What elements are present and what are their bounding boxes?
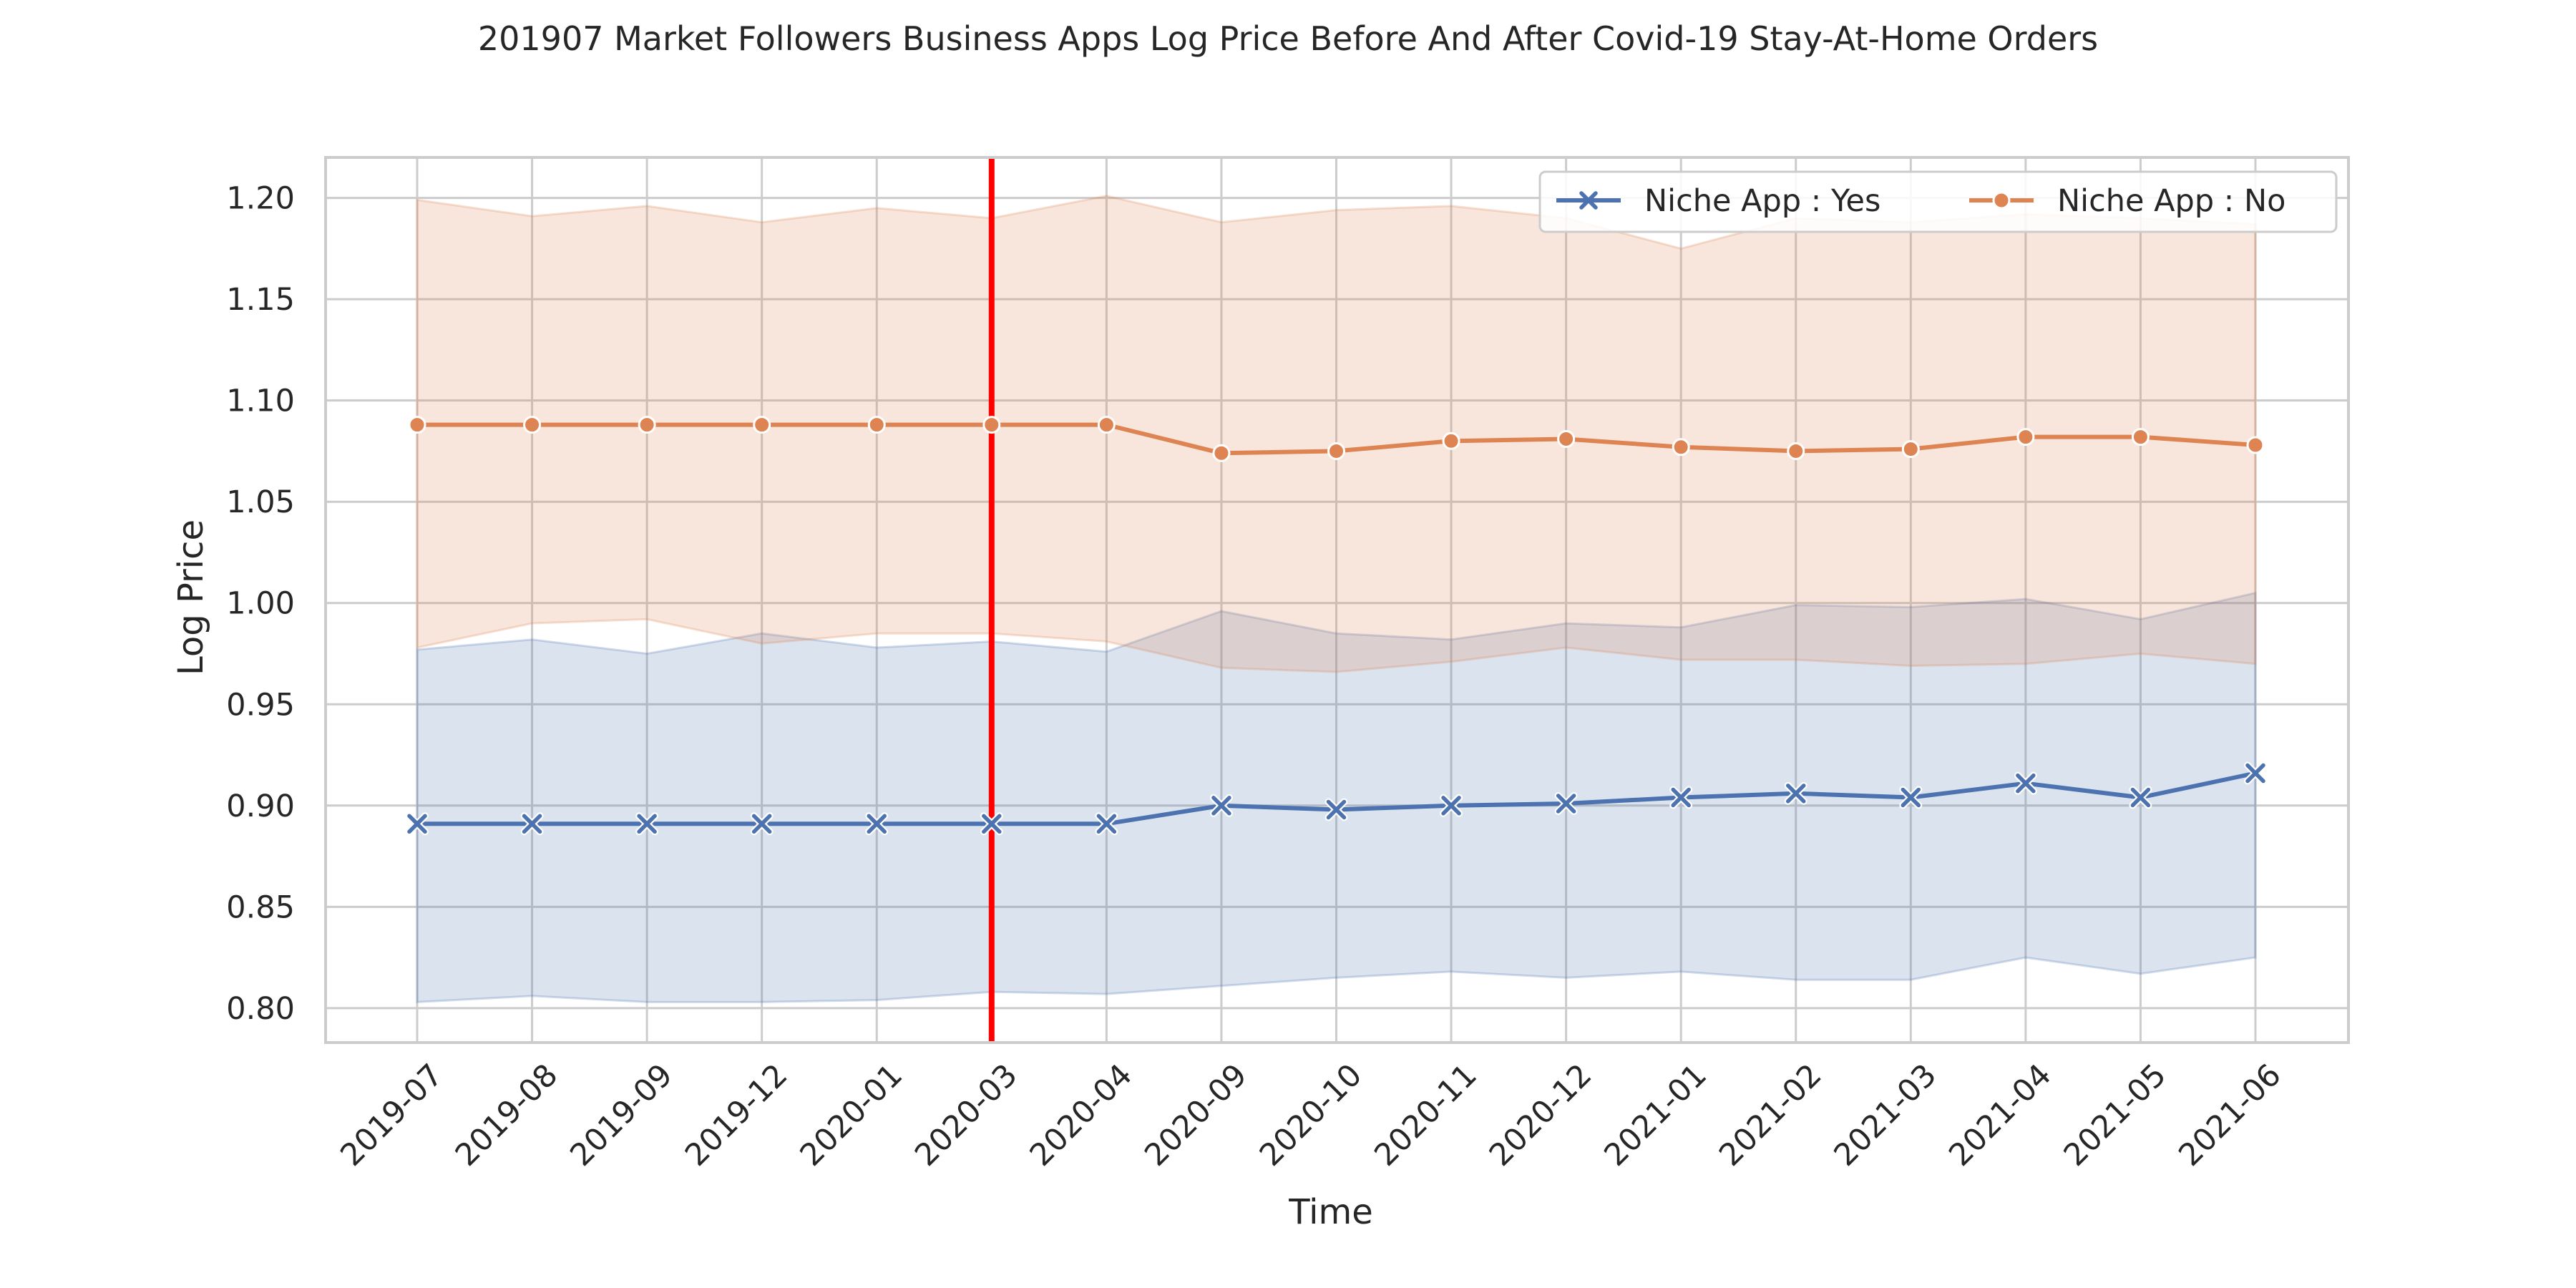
marker-stroke	[1901, 787, 1921, 808]
data-point	[2131, 428, 2150, 447]
marker-stroke	[407, 814, 427, 834]
marker-stroke	[1211, 796, 1231, 816]
data-point	[638, 416, 656, 434]
data-point	[1784, 781, 1807, 805]
marker-stroke	[751, 814, 772, 834]
y-tick-label: 1.20	[226, 181, 295, 217]
data-point	[1899, 786, 1923, 809]
data-point	[982, 416, 1001, 434]
marker-stroke	[1326, 799, 1347, 820]
data-point	[1557, 429, 1576, 448]
data-point	[408, 416, 426, 434]
data-point	[1209, 794, 1233, 817]
y-tick-label: 1.05	[226, 484, 295, 520]
plot-frame	[324, 156, 2350, 1044]
y-tick-label: 0.85	[226, 889, 295, 925]
data-point	[865, 812, 889, 836]
data-point	[1787, 441, 1805, 460]
y-tick-label: 0.95	[226, 687, 295, 723]
marker-stroke	[522, 814, 542, 834]
chart-title: 201907 Market Followers Business Apps Lo…	[478, 19, 2098, 58]
y-tick-label: 1.00	[226, 586, 295, 622]
legend-label: Niche App : Yes	[1644, 183, 1880, 219]
data-point	[1442, 431, 1460, 450]
marker-stroke	[867, 814, 887, 834]
data-point	[867, 416, 886, 434]
data-point	[1095, 812, 1118, 836]
marker-stroke	[1556, 794, 1576, 814]
data-point	[753, 416, 771, 434]
legend: Niche App : Yes Niche App : No	[1538, 170, 2338, 233]
data-point	[980, 812, 1003, 836]
marker-stroke	[1786, 784, 1806, 804]
marker-stroke	[2130, 787, 2151, 808]
legend-marker	[1992, 191, 2011, 210]
marker-stroke	[637, 814, 657, 834]
marker-stroke	[1671, 787, 1691, 808]
data-point	[1554, 791, 1578, 815]
data-point	[2244, 761, 2267, 785]
data-point	[520, 812, 544, 836]
data-point	[1672, 438, 1690, 457]
series-markers	[406, 416, 2267, 836]
y-axis-ticks: 0.80 0.85 0.90 0.95 1.00 1.05 1.10 1.15 1.20	[226, 181, 295, 1027]
data-point	[2014, 771, 2037, 795]
confidence-bands	[416, 195, 2257, 1003]
data-point	[1669, 786, 1693, 809]
data-point	[1327, 441, 1345, 460]
data-point	[1097, 416, 1116, 434]
data-point	[1440, 794, 1463, 817]
y-tick-label: 0.80	[226, 991, 295, 1027]
legend-box	[1538, 170, 2338, 233]
marker-stroke	[2016, 773, 2036, 794]
data-point	[1212, 444, 1231, 462]
marker-stroke	[1096, 814, 1117, 834]
data-point	[2016, 428, 2035, 447]
data-point	[750, 812, 774, 836]
data-point	[523, 416, 542, 434]
marker-stroke	[2245, 763, 2265, 784]
y-tick-label: 1.10	[226, 384, 295, 419]
data-point	[1901, 440, 1920, 459]
y-tick-label: 1.15	[226, 282, 295, 318]
data-point	[406, 812, 429, 836]
data-point	[2129, 786, 2152, 809]
y-tick-label: 0.90	[226, 789, 295, 824]
marker-stroke	[982, 814, 1002, 834]
legend-label: Niche App : No	[2057, 183, 2285, 219]
legend-marker	[1579, 191, 1598, 210]
y-axis-label: Log Price	[171, 519, 211, 675]
data-point	[635, 812, 659, 836]
x-axis-label: Time	[1288, 1192, 1372, 1232]
confidence-band	[416, 591, 2257, 1003]
confidence-band	[416, 195, 2257, 673]
data-point	[2246, 436, 2265, 454]
marker-stroke	[1441, 796, 1461, 816]
data-point	[1324, 798, 1348, 821]
